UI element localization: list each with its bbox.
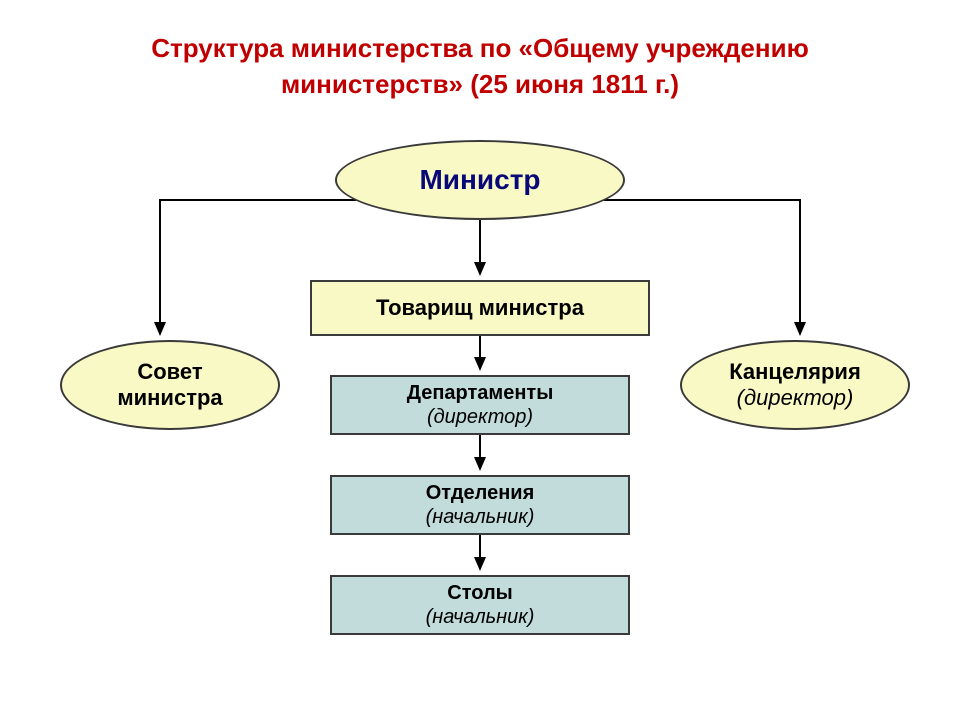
node-departamenty: Департаменты(директор) [330,375,630,435]
node-minister: Министр [335,140,625,220]
node-stoly: Столы(начальник) [330,575,630,635]
title-line1: Структура министерства по «Общему учрежд… [0,30,960,66]
node-label-minister: Министр [419,163,540,197]
diagram-title: Структура министерства по «Общему учрежд… [0,0,960,103]
node-label-otdeleniya: Отделения(начальник) [426,481,535,529]
node-label-stoly: Столы(начальник) [426,581,535,629]
node-label-sovet: Советминистра [117,359,222,412]
node-sovet: Советминистра [60,340,280,430]
title-line2: министерств» (25 июня 1811 г.) [0,66,960,102]
node-label-kantselyariya: Канцелярия(директор) [729,359,861,412]
node-label-departamenty: Департаменты(директор) [407,381,554,429]
node-label-tovarisch: Товарищ министра [376,295,584,321]
node-otdeleniya: Отделения(начальник) [330,475,630,535]
node-tovarisch: Товарищ министра [310,280,650,336]
node-kantselyariya: Канцелярия(директор) [680,340,910,430]
